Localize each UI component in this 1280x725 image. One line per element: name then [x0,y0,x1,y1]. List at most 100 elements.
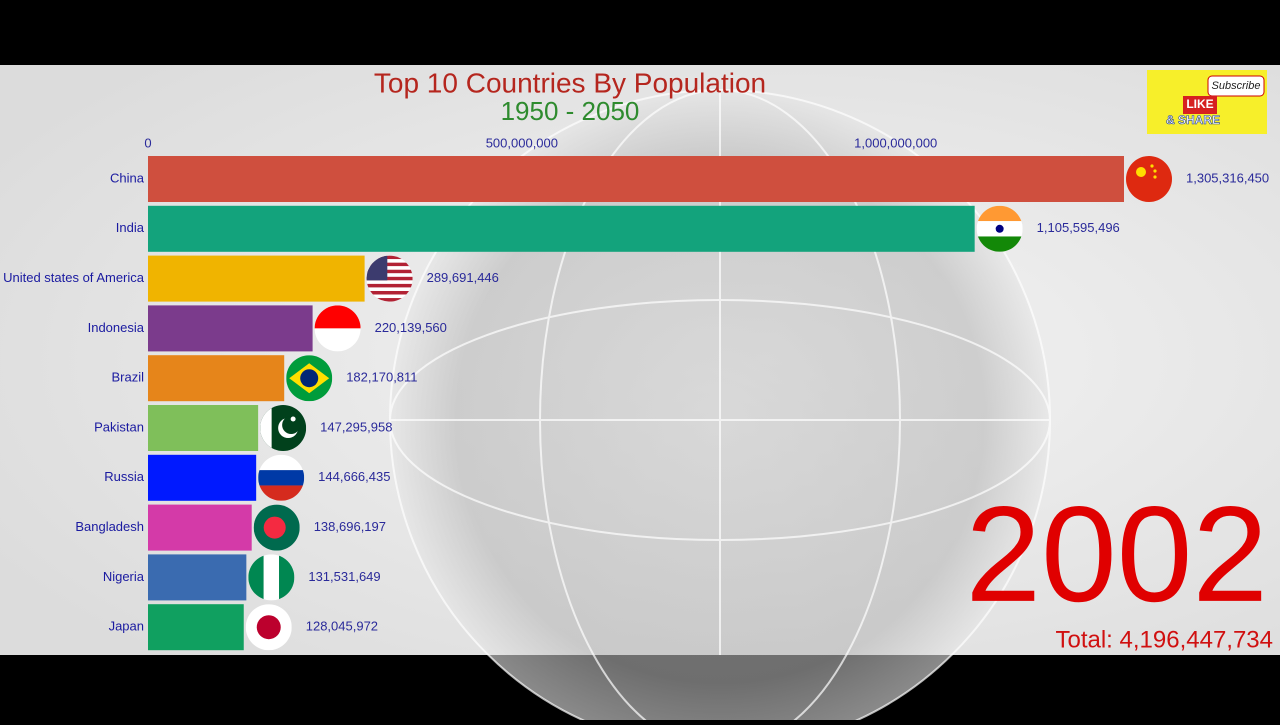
flag [314,305,361,352]
flag-part [1153,169,1157,173]
flag [258,454,305,501]
flag-part [366,266,413,270]
flag-body [366,255,413,302]
flag-part [366,287,413,291]
bar [148,405,259,451]
flag-body [286,355,333,402]
bar [148,554,247,601]
flag-part [366,273,413,277]
y-tick-label: India [116,220,145,235]
flag-part [1126,156,1172,202]
flag [976,205,1023,252]
flag-part [300,369,319,388]
flag-body [314,305,361,352]
flag-part [366,269,413,274]
flag-part [366,276,413,281]
y-tick-label: Indonesia [88,320,145,335]
flag-part [248,554,264,601]
value-label: 147,295,958 [320,419,392,434]
bar [148,205,975,252]
flag-part [314,328,361,352]
flag-body [976,205,1023,252]
flag-part [263,516,286,539]
bar [148,255,365,302]
globe-lines [389,89,1051,725]
flag-body [258,454,305,501]
value-label: 289,691,446 [427,270,499,285]
flag-part [1150,164,1154,168]
bar [148,156,1124,202]
flag [1126,156,1172,202]
flag-part [290,416,296,422]
flag-part [256,615,281,640]
flag-part [366,262,413,267]
badge-like: LIKE [1186,97,1213,111]
flag-part [260,405,272,451]
flag-part [366,255,413,260]
y-tick-label: Bangladesh [75,519,144,534]
y-tick-label: Brazil [111,370,144,385]
bar [148,305,313,352]
bar [148,504,252,551]
y-tick-label: China [110,170,145,185]
flag-body [253,504,300,551]
flag-part [1136,167,1146,177]
flag-part [995,224,1004,233]
subscribe-badge[interactable]: Subscribe LIKE & SHARE [1147,70,1267,134]
flag [245,604,292,651]
flag-body [260,405,307,451]
flag-part [976,236,1023,252]
flag-part [314,305,361,329]
value-label: 138,696,197 [314,519,386,534]
y-tick-label: Nigeria [103,569,145,584]
bar [148,454,257,501]
badge-share: & SHARE [1166,113,1220,127]
x-tick-label: 500,000,000 [486,135,558,150]
flag-part [366,280,413,284]
year: 2002 [965,478,1268,630]
flag-part [1153,175,1157,179]
flag [248,554,295,601]
flag-part [279,554,295,601]
flag-part [366,259,413,263]
value-label: 182,170,811 [346,370,417,385]
flag [260,405,307,451]
y-tick-label: Russia [104,469,145,484]
flag-body [248,554,295,601]
badge-box [1207,75,1265,97]
flag-body [245,604,292,651]
x-tick-label: 1,000,000,000 [854,135,937,150]
flag-part [263,554,280,601]
total: Total: 4,196,447,734 [1055,626,1273,653]
flag-part [258,454,305,471]
flag-part [366,294,413,299]
value-label: 131,531,649 [308,569,380,584]
y-tick-label: United states of America [3,270,145,285]
flag-part [366,298,413,302]
flag-part [366,290,413,295]
y-tick-label: Pakistan [94,419,144,434]
badge-like-bg [1183,96,1217,114]
bar [148,355,285,402]
badge-subscribe: Subscribe [1212,80,1261,92]
flag-part [258,470,305,486]
value-label: 220,139,560 [375,320,447,335]
y-tick-label: Japan [109,619,144,634]
flag [286,355,333,402]
flag [253,504,300,551]
x-tick-label: 0 [144,135,151,150]
bar [148,604,244,651]
flag-part [366,283,413,288]
chart-subtitle: 1950 - 2050 [501,96,640,126]
flag-part [282,416,301,434]
value-label: 1,305,316,450 [1186,170,1269,185]
chart-title: Top 10 Countries By Population [374,67,766,98]
flag-part [976,205,1023,222]
flag-body [1126,156,1172,202]
value-label: 144,666,435 [318,469,390,484]
flag [366,255,413,302]
value-label: 1,105,595,496 [1037,220,1120,235]
flag-part [258,485,305,501]
